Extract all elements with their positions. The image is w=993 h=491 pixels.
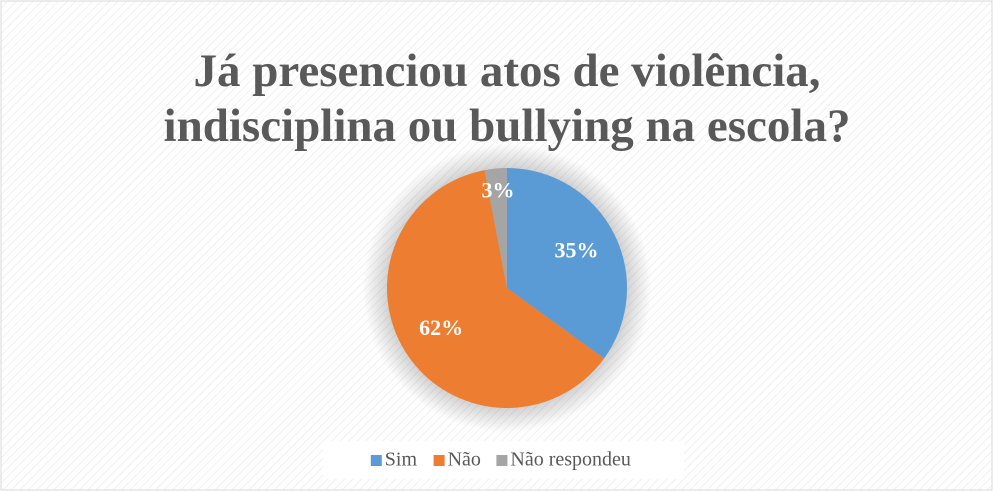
legend-swatch — [370, 455, 382, 466]
legend-label: Sim — [385, 449, 418, 471]
legend-swatch — [496, 455, 508, 466]
data-label: 3% — [481, 177, 514, 202]
pie-slice — [387, 170, 605, 408]
legend-swatch — [433, 455, 445, 466]
legend-label: Não respondeu — [510, 449, 631, 471]
chart-title: Já presenciou atos de violência, — [193, 45, 820, 97]
data-label: 62% — [419, 315, 463, 340]
data-label: 35% — [554, 238, 598, 263]
pie-slice — [507, 168, 627, 359]
pie-slice — [484, 168, 507, 288]
legend-label: Não — [448, 449, 481, 471]
